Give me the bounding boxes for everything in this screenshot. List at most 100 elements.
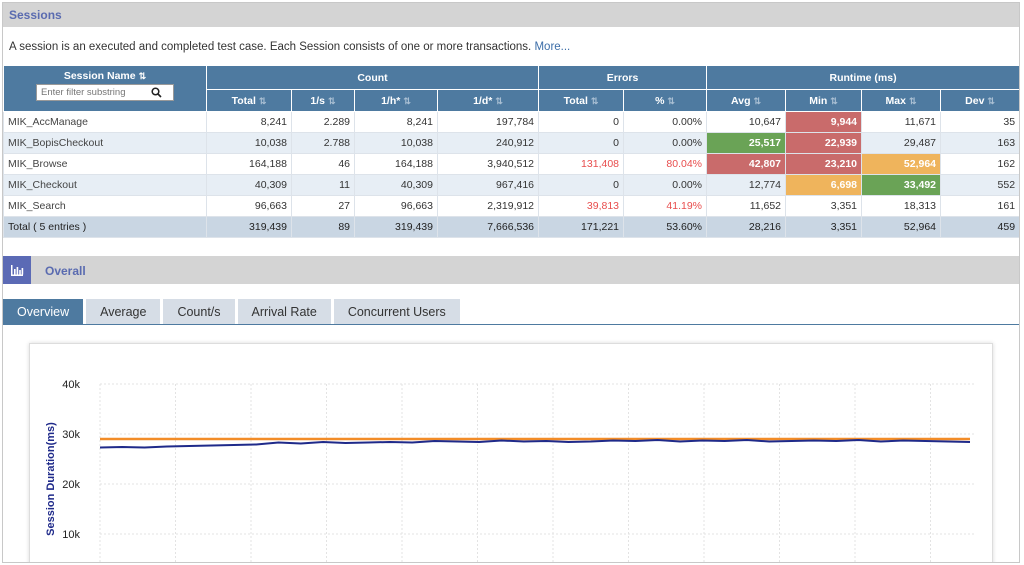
sort-icon[interactable]: ⇅ <box>830 95 838 106</box>
table-cell: 0 <box>538 111 625 133</box>
table-cell: 27 <box>291 195 355 217</box>
table-cell: 29,487 <box>861 132 942 154</box>
table-cell: 7,666,536 <box>436 216 540 238</box>
sort-icon[interactable]: ⇅ <box>908 95 917 106</box>
session-name-label: Session Name <box>63 70 136 82</box>
table-row[interactable]: MIK_AccManage 8,241 2.289 8,241 197,784 0 0.00… <box>3 111 1019 133</box>
session-name-header[interactable]: Session Name ⇅ <box>3 65 207 112</box>
overall-title: Overall <box>45 264 86 278</box>
description-text: A session is an executed and completed t… <box>9 41 532 53</box>
table-cell: 171,221 <box>538 216 625 238</box>
table-row[interactable]: MIK_Checkout 40,309 11 40,309 967,416 0 0.00% 1… <box>3 174 1019 196</box>
column-header[interactable]: 1/h* ⇅ <box>354 89 438 112</box>
sort-icon[interactable]: ⇅ <box>495 95 503 106</box>
table-cell: 319,439 <box>354 216 438 238</box>
tab-overview[interactable]: Overview <box>3 299 84 325</box>
y-tick-label: 20k <box>62 479 80 491</box>
table-cell: 8,241 <box>206 111 292 133</box>
column-header[interactable]: Max ⇅ <box>861 89 942 112</box>
series-line-1 <box>99 438 971 449</box>
total-row[interactable]: Total ( 5 entries ) 319,439 89 319,439 7,666… <box>3 216 1019 238</box>
table-cell: 2,319,912 <box>436 195 540 217</box>
sort-icon[interactable]: ⇅ <box>403 95 411 106</box>
y-tick-label: 10k <box>62 529 80 541</box>
tab-average[interactable]: Average <box>86 299 161 325</box>
table-cell: 33,492 <box>861 174 942 196</box>
table-cell: 163 <box>940 132 1019 154</box>
table-cell: 11 <box>291 174 355 196</box>
session-name-cell: Total ( 5 entries ) <box>3 216 207 238</box>
count-group-header: Count <box>205 65 540 90</box>
tab-count-s[interactable]: Count/s <box>163 299 235 325</box>
sort-icon[interactable]: ⇅ <box>258 95 267 106</box>
column-header-label: 1/h* <box>381 94 401 107</box>
sort-icon[interactable]: ⇅ <box>987 95 995 106</box>
table-cell: 18,313 <box>861 195 942 217</box>
y-tick-label: 30k <box>62 429 80 441</box>
filter-input[interactable] <box>41 87 151 98</box>
more-link[interactable]: More... <box>534 41 571 53</box>
table-cell: 40,309 <box>206 174 292 196</box>
table-cell: 2.289 <box>291 111 355 133</box>
session-name-cell: MIK_AccManage <box>3 111 207 133</box>
table-cell: 162 <box>940 153 1019 175</box>
table-cell: 2.788 <box>291 132 355 154</box>
sort-icon[interactable]: ⇅ <box>667 95 675 106</box>
table-cell: 53.60% <box>623 216 708 238</box>
column-header[interactable]: Total ⇅ <box>206 89 292 112</box>
sort-az-icon[interactable]: ⇅ <box>138 71 147 81</box>
sort-icon[interactable]: ⇅ <box>328 95 336 106</box>
column-header[interactable]: Dev ⇅ <box>940 89 1019 112</box>
errors-group-header: Errors <box>538 65 708 90</box>
table-cell: 8,241 <box>354 111 438 133</box>
column-header-label: Total <box>563 94 588 107</box>
column-header[interactable]: Avg ⇅ <box>706 89 787 112</box>
table-cell: 3,351 <box>785 216 863 238</box>
column-header[interactable]: 1/s ⇅ <box>291 89 355 112</box>
column-header[interactable]: Total ⇅ <box>538 89 625 112</box>
runtime-group-header: Runtime (ms) <box>706 65 1019 90</box>
table-row[interactable]: MIK_Browse 164,188 46 164,188 3,940,512 131,4… <box>3 153 1019 175</box>
chart-container: 40k 30k 20k 10k Session Duration(ms) <box>29 343 993 562</box>
table-cell: 96,663 <box>354 195 438 217</box>
table-cell: 967,416 <box>436 174 540 196</box>
table-cell: 3,940,512 <box>436 153 540 175</box>
search-icon[interactable] <box>151 87 162 98</box>
filter-box[interactable] <box>36 84 174 101</box>
tab-arrival-rate[interactable]: Arrival Rate <box>237 299 331 325</box>
table-row[interactable]: MIK_BopisCheckout 10,038 2.788 10,038 240,91… <box>3 132 1019 154</box>
table-row[interactable]: MIK_Search 96,663 27 96,663 2,319,912 39,813 4… <box>3 195 1019 217</box>
column-header[interactable]: Min ⇅ <box>785 89 863 112</box>
table-cell: 52,964 <box>861 153 942 175</box>
session-name-cell: MIK_Checkout <box>3 174 207 196</box>
table-cell: 10,038 <box>354 132 438 154</box>
table-cell: 39,813 <box>538 195 625 217</box>
table-cell: 41.19% <box>623 195 708 217</box>
column-header[interactable]: 1/d* ⇅ <box>436 89 540 112</box>
table-cell: 28,216 <box>706 216 787 238</box>
table-cell: 35 <box>940 111 1019 133</box>
sessions-description: A session is an executed and completed t… <box>9 41 570 53</box>
table-cell: 12,774 <box>706 174 787 196</box>
table-cell: 40,309 <box>354 174 438 196</box>
table-cell: 3,351 <box>785 195 863 217</box>
tab-concurrent-users[interactable]: Concurrent Users <box>333 299 460 325</box>
sort-icon[interactable]: ⇅ <box>753 95 762 106</box>
sort-icon[interactable]: ⇅ <box>590 95 599 106</box>
session-name-cell: MIK_BopisCheckout <box>3 132 207 154</box>
tabs-divider <box>3 324 1019 325</box>
column-header-label: Max <box>885 94 906 107</box>
column-header-label: % <box>655 94 665 107</box>
column-header[interactable]: % ⇅ <box>623 89 708 112</box>
column-header-label: 1/d* <box>473 94 493 107</box>
table-cell: 6,698 <box>785 174 863 196</box>
table-cell: 161 <box>940 195 1019 217</box>
chart-tabs: Overview Average Count/s Arrival Rate Concur… <box>3 299 463 325</box>
session-name-cell: MIK_Search <box>3 195 207 217</box>
table-cell: 0 <box>538 174 625 196</box>
sessions-section-header: Sessions <box>3 3 1019 27</box>
table-cell: 96,663 <box>206 195 292 217</box>
table-cell: 10,647 <box>706 111 787 133</box>
table-cell: 319,439 <box>206 216 292 238</box>
